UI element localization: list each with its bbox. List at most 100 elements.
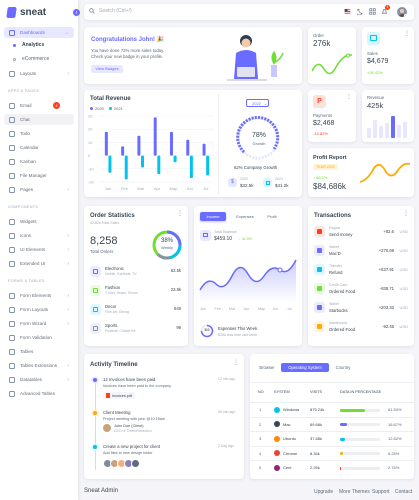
more-options-icon[interactable]: ⋮ [346,94,352,100]
home-icon [9,29,15,36]
total-orders-value: 8,258 [90,235,118,247]
tab-expenses[interactable]: Expenses [236,214,254,219]
footer-link-contact[interactable]: Contact [395,489,413,495]
sidebar-item-ecommerce[interactable]: eCommerce [4,54,74,64]
brand-logo[interactable]: sneat [6,7,46,18]
percentage-bar [340,452,380,455]
bar-2020-Jan [104,131,108,156]
search-bar[interactable]: Search (Ctrl+/) [89,8,132,14]
chevron-right-icon: › [67,320,69,327]
sidebar-item-todo[interactable]: Todo [4,128,74,139]
sidebar-item-file-manager[interactable]: File Manager [4,170,74,181]
revenue-legend: 2020 2021 [90,106,123,111]
tab-operating-system[interactable]: Operating System [281,363,329,372]
sidebar-item-email[interactable]: Email 4 [4,100,74,111]
timeline-dot-3 [93,445,97,449]
more-options-icon[interactable]: ⋮ [404,31,410,37]
percentage-bar-fill [340,423,347,426]
avatar[interactable] [131,459,140,468]
transaction-source: Paypal [329,226,340,230]
sidebar-item-form-validation[interactable]: Form Validation [4,332,74,343]
revenue-card: Revenue 425k [362,90,414,142]
table-row[interactable]: 1 Windows 875.24k 61.50% [250,402,414,416]
tab-country[interactable]: Country [335,365,351,370]
divider [218,94,219,194]
category-icon-electronic [90,266,101,277]
chevron-down-icon: ⌄ [263,101,268,106]
tab-income[interactable]: Income [200,212,226,221]
sidebar-item-icons[interactable]: Icons › [4,230,74,241]
avatar[interactable] [397,7,407,17]
sidebar-item-pages[interactable]: Pages › [4,184,74,195]
timeline-time-3: 2 Day Ago [218,444,235,448]
grid-icon [9,362,15,369]
sidebar-item-form-wizard[interactable]: Form Wizard › [4,318,74,329]
percentage-bar [340,423,380,426]
y-tick-label: -10 [88,166,95,171]
bar-2020-Feb [121,146,125,156]
language-flag-icon[interactable] [344,8,351,15]
table-row[interactable]: 2 Mac 89.68k 16.67% [250,416,414,431]
os-percentage: 12.82% [388,436,402,441]
sidebar-toggle-icon[interactable]: ‹ [72,8,81,17]
footer-link-upgrade[interactable]: Upgrade [314,489,334,495]
stat-2022-label: 2022 [240,177,248,181]
sidebar-item-tables[interactable]: Tables [4,346,74,357]
sidebar-item-analytics[interactable]: Analytics [4,40,74,50]
more-options-icon[interactable]: ⋮ [233,360,239,366]
sidebar-item-table-extensions[interactable]: Tables Extensions › [4,360,74,371]
data-icon [9,376,15,383]
revenue-label: Revenue [367,95,385,100]
sidebar-item-advanced-tables[interactable]: Advanced Tables [4,388,74,399]
sidebar-item-form-elements[interactable]: Form Elements › [4,290,74,301]
view-badges-button[interactable]: View Badges [91,65,123,73]
sidebar-item-chat[interactable]: Chat [4,114,74,125]
logo-icon [6,7,17,18]
sidebar-item-widgets[interactable]: Widgets [4,216,74,227]
chevron-right-icon: › [67,232,69,239]
table-row[interactable]: 5 Cent 2.25k 2.76% [250,460,414,474]
sidebar-item-calendar[interactable]: Calendar [4,142,74,153]
chevron-right-icon: › [67,306,69,313]
more-options-icon[interactable]: ⋮ [403,211,409,217]
sidebar-item-dashboards[interactable]: Dashboards ⌄ [4,27,74,38]
shortcuts-grid-icon[interactable] [369,8,376,15]
table-row[interactable]: 3 Ubuntu 37.68k 12.82% [250,431,414,445]
invoice-file-chip[interactable]: invoices.pdf [103,392,136,399]
sidebar-item-extended-ui[interactable]: Extended UI › [4,258,74,269]
table-row[interactable]: 4 Chrome 8.34k 6.25% [250,445,414,460]
weekly-label: Weekly [161,246,173,250]
tab-profit[interactable]: Profit [267,214,277,219]
profit-report-card: Profit Report YEAR 2022 ↑ 68.2% $84,686k [308,148,414,197]
sidebar-item-datatables[interactable]: Datatables › [4,374,74,385]
moon-icon[interactable] [356,8,364,16]
order-sparkline [312,53,352,75]
footer-link-support[interactable]: Support [372,489,390,495]
mail-icon [9,102,15,109]
sidebar-item-kanban[interactable]: Kanban [4,156,74,167]
sidebar-item-form-layouts[interactable]: Form Layouts › [4,304,74,315]
chevron-right-icon: › [67,292,69,299]
chevron-right-icon: › [67,376,69,383]
category-icon-fashion [90,285,101,296]
bell-icon[interactable]: 4 [381,5,390,15]
footer-link-more-themes[interactable]: More Themes [339,489,370,495]
spreadsheet-icon [9,390,15,397]
os-visits: 8.34k [310,450,320,456]
sidebar-item-label: Email [20,103,32,108]
copy-icon [9,260,15,267]
sidebar-item-ui-elements[interactable]: UI Elements › [4,244,74,255]
bar-2020-Apr [153,117,157,156]
profit-change: ↑ 68.2% [313,175,328,180]
col-percentage: DATA IN PERCENTAGE [340,390,382,394]
expenses-week-desc: $39k less than last week [218,333,258,337]
timeline-desc-2: Project meeting with john @10:15am [103,417,166,421]
year-select[interactable]: 2022 ⌄ [246,99,269,107]
x-tick-label: Jan [105,186,111,191]
more-options-icon[interactable]: ⋮ [177,211,183,217]
top-navbar: Search (Ctrl+/) 4 [84,4,414,20]
activity-title: Activity Timeline [90,362,138,368]
category-value: 23.8k [170,287,181,292]
tab-browser[interactable]: Browser [259,365,275,370]
sidebar-item-layouts[interactable]: Layouts › [4,68,74,79]
